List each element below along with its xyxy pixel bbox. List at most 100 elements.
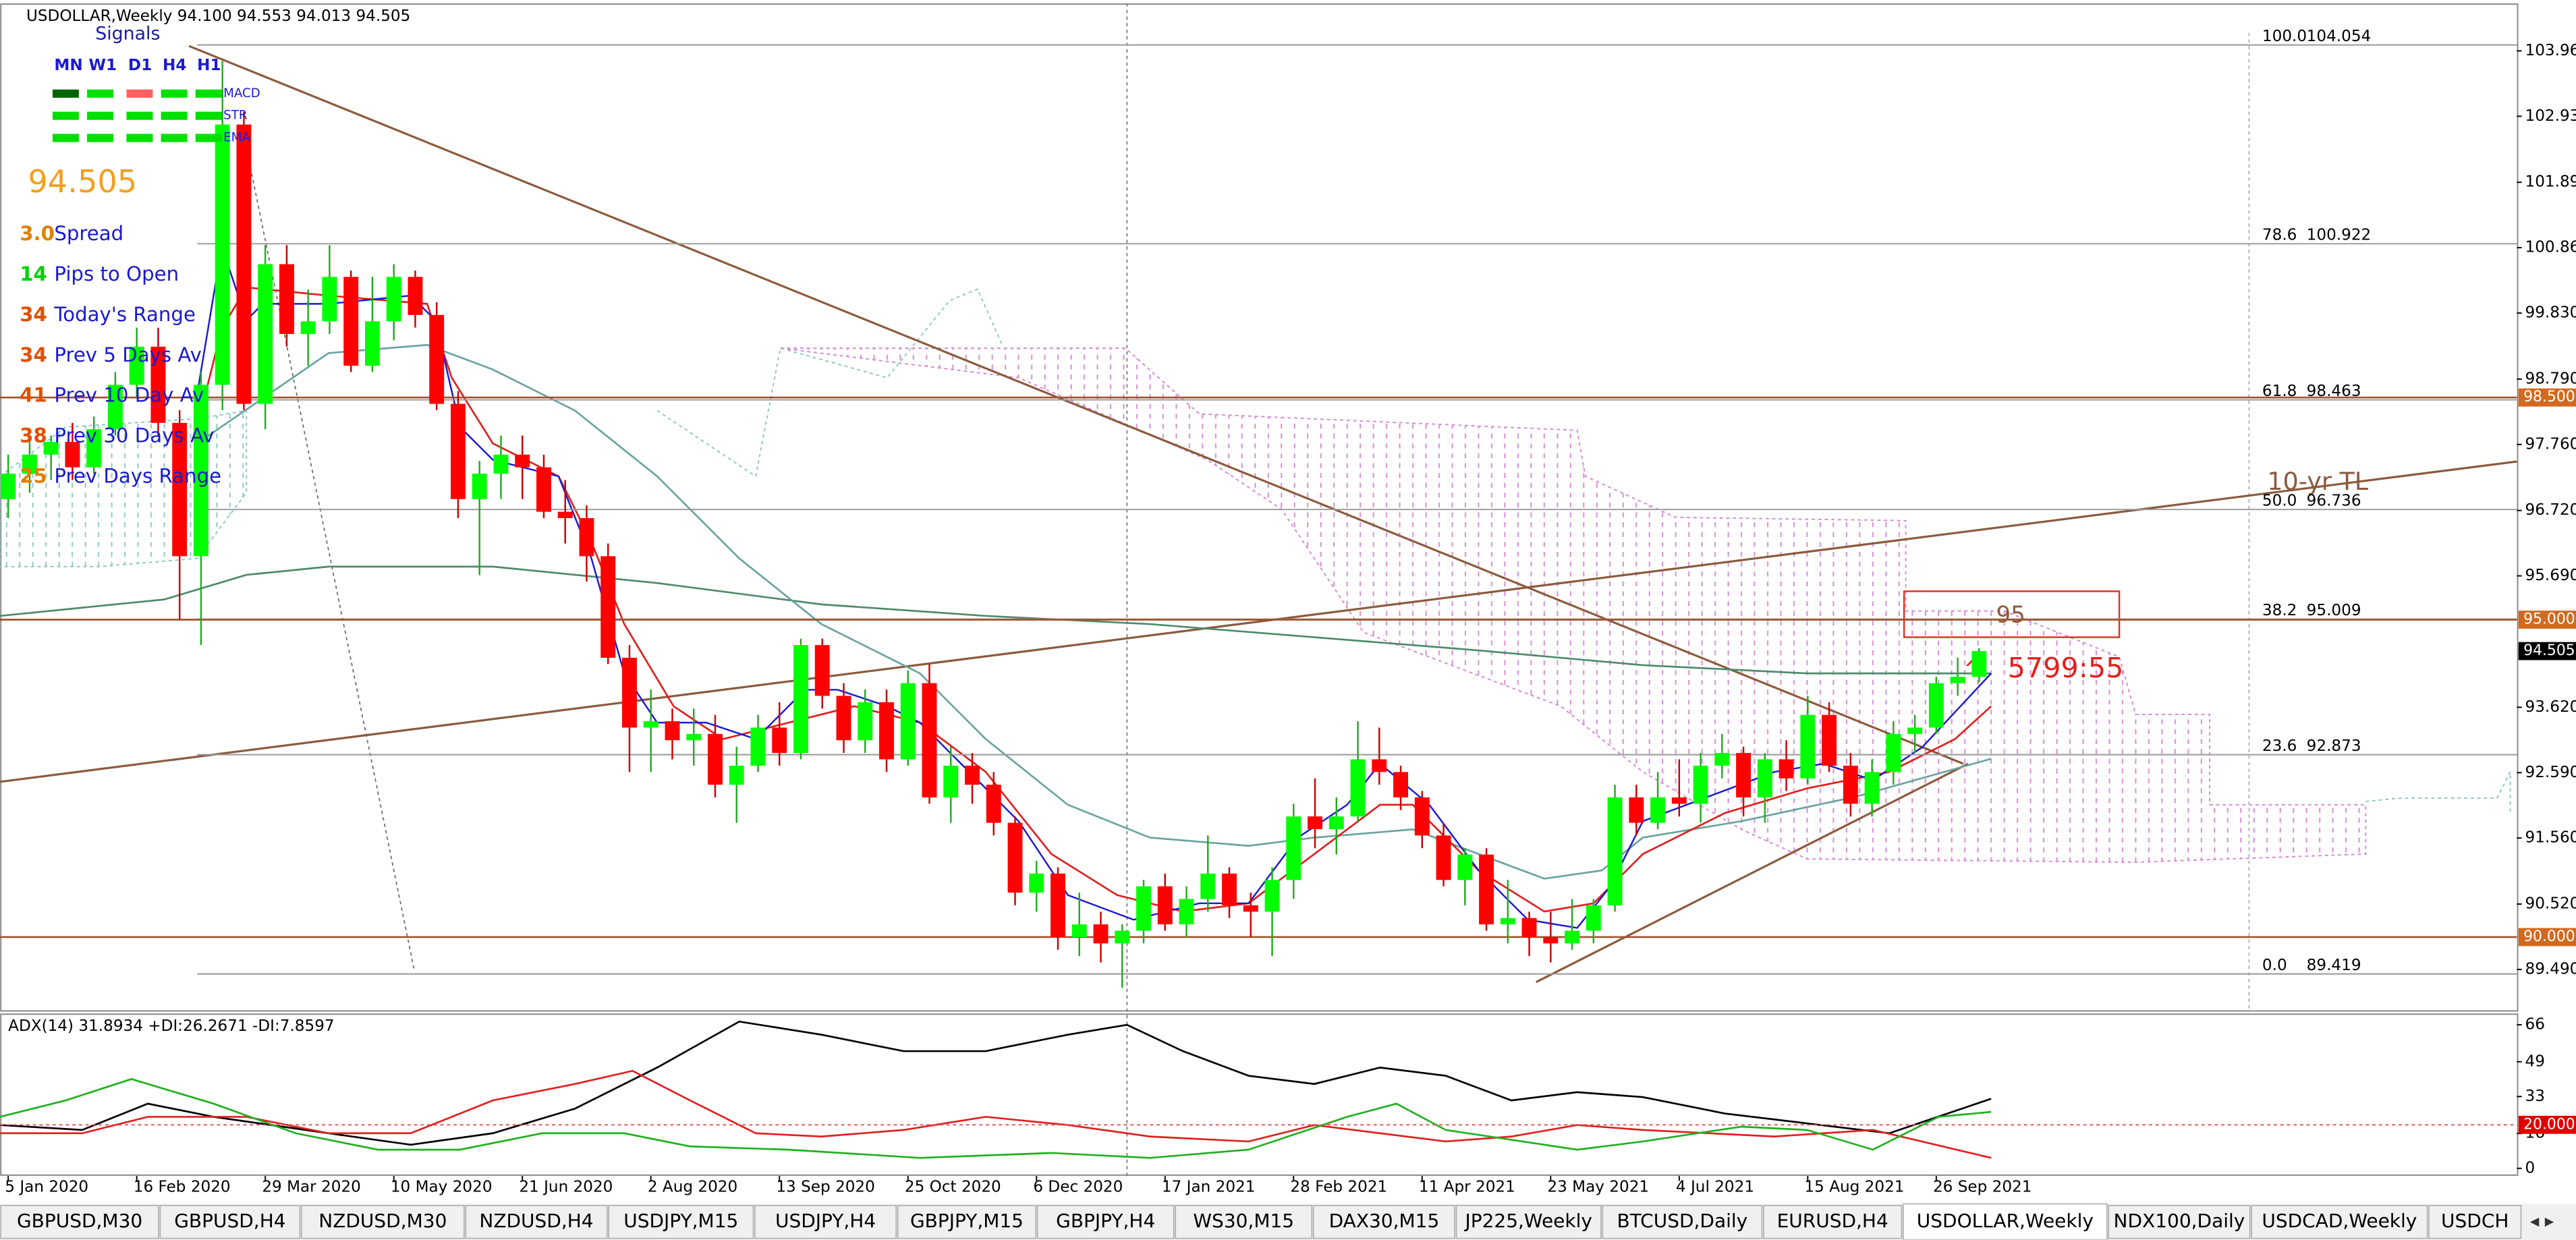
candle-body [1907,727,1923,734]
adx-pane [0,1013,2519,1176]
fib-level: 100.0 [2262,28,2307,45]
tab-label[interactable]: GBPUSD,H4 [174,1210,285,1232]
candle-body [1200,873,1216,899]
tab[interactable] [1763,1205,1903,1239]
time-label: 6 Dec 2020 [1033,1179,1123,1196]
price-label: 96.720 [2525,501,2576,519]
tab[interactable] [1312,1205,1455,1239]
candle-body [1607,797,1623,905]
tab-label[interactable]: NZDUSD,H4 [479,1210,593,1232]
tab[interactable] [0,1205,159,1239]
candle-body [1521,918,1537,937]
tab-label[interactable]: GBPJPY,H4 [1056,1210,1155,1232]
tab[interactable] [1602,1205,1763,1239]
tab-label[interactable]: USDCAD,Weekly [2262,1210,2417,1232]
price-label: 89.490 [2525,960,2576,978]
minus-di-line [0,1069,1992,1159]
time-label: 23 May 2021 [1547,1179,1649,1196]
ma-long [0,565,1992,675]
tab-label[interactable]: GBPUSD,M30 [17,1210,142,1232]
candle-body [1457,854,1473,880]
fib-price: 89.419 [2307,957,2361,974]
time-label: 28 Feb 2021 [1290,1179,1387,1196]
tab-label[interactable]: NDX100,Daily [2114,1210,2245,1232]
candle-body [1222,873,1237,905]
tab-label[interactable]: JP225,Weekly [1463,1210,1592,1232]
adx-line [0,1020,1992,1146]
fib-price: 104.054 [2307,28,2372,45]
fib-level: 23.6 [2262,737,2297,755]
candle-body [1886,733,1901,772]
tab-label[interactable]: USDJPY,H4 [775,1210,876,1232]
stat-label: Pips to Open [54,262,179,285]
candle-body [750,727,766,766]
tab[interactable] [159,1205,301,1239]
timeframe: MN [54,57,82,74]
candle-body [1500,918,1515,925]
candle-body [1671,797,1687,804]
tab-label[interactable]: DAX30,M15 [1329,1210,1440,1232]
tab[interactable] [754,1205,897,1239]
tab-label[interactable]: BTCUSD,Daily [1617,1210,1748,1232]
tab-label[interactable]: EURUSD,H4 [1777,1210,1888,1232]
time-label: 15 Aug 2021 [1804,1179,1904,1196]
tab[interactable] [465,1205,608,1239]
time-label: 4 Jul 2021 [1676,1179,1754,1196]
tab[interactable] [1455,1205,1602,1239]
tab[interactable] [2428,1205,2522,1239]
time-label: 21 Jun 2020 [519,1179,613,1196]
tab-label[interactable]: WS30,M15 [1193,1210,1294,1232]
candle-body [1264,880,1280,912]
signal-bar [87,89,114,98]
fib-price: 95.009 [2307,602,2361,619]
candle-body [1136,886,1151,931]
tab[interactable] [608,1205,754,1239]
signal-name: STR [223,109,248,123]
tab[interactable] [897,1205,1037,1239]
signal-name: MACD [223,86,260,101]
tab-label[interactable]: GBPJPY,M15 [910,1210,1024,1232]
price-marker [2518,388,2576,407]
candle-body [493,454,509,474]
tab-label[interactable]: USDOLLAR,Weekly [1917,1210,2094,1232]
time-label: 13 Sep 2020 [776,1179,874,1196]
tab[interactable] [2108,1205,2251,1239]
price-label: 95.690 [2525,567,2576,584]
signal-bar [126,89,153,98]
candle-body [1436,835,1451,880]
price-label: 100.860 [2525,239,2576,256]
price-marker [2518,611,2576,629]
signal-bar [87,134,114,142]
candle-body [1864,772,1880,804]
trendline-label: 10-yr TL [2267,467,2369,496]
fib-level: 78.6 [2262,227,2297,244]
price-label: 99.830 [2525,304,2576,322]
candle-body [1757,759,1772,797]
time-label: 25 Oct 2020 [905,1179,1001,1196]
adx-label: 33 [2525,1088,2545,1105]
candle-body [1479,854,1494,925]
stat-value: 14 [20,262,47,285]
dotted-trendline [246,147,415,969]
candle-body [1393,772,1408,797]
tab[interactable] [1175,1205,1313,1239]
tab-scroll[interactable]: ◂ ▸ [2530,1211,2554,1232]
candle-body [150,346,166,423]
candle-body [579,517,594,557]
tab[interactable] [1036,1205,1175,1239]
price-marker-label: 90.000 [2523,928,2575,945]
tab[interactable] [300,1205,465,1239]
tab[interactable] [2251,1205,2428,1239]
candle-body [1093,924,1109,944]
candle-body [1071,924,1087,937]
candle-body [814,645,830,696]
candle-body [364,321,380,366]
tab-label[interactable]: NZDUSD,M30 [318,1210,447,1232]
adx-label: 49 [2525,1052,2545,1070]
tab-active[interactable] [1903,1203,2108,1240]
tab-label[interactable]: USDJPY,M15 [623,1210,738,1232]
candle-body [858,702,873,741]
candle-body [86,429,102,468]
candle-body [665,721,680,741]
tab-label[interactable]: USDCH [2441,1210,2509,1232]
